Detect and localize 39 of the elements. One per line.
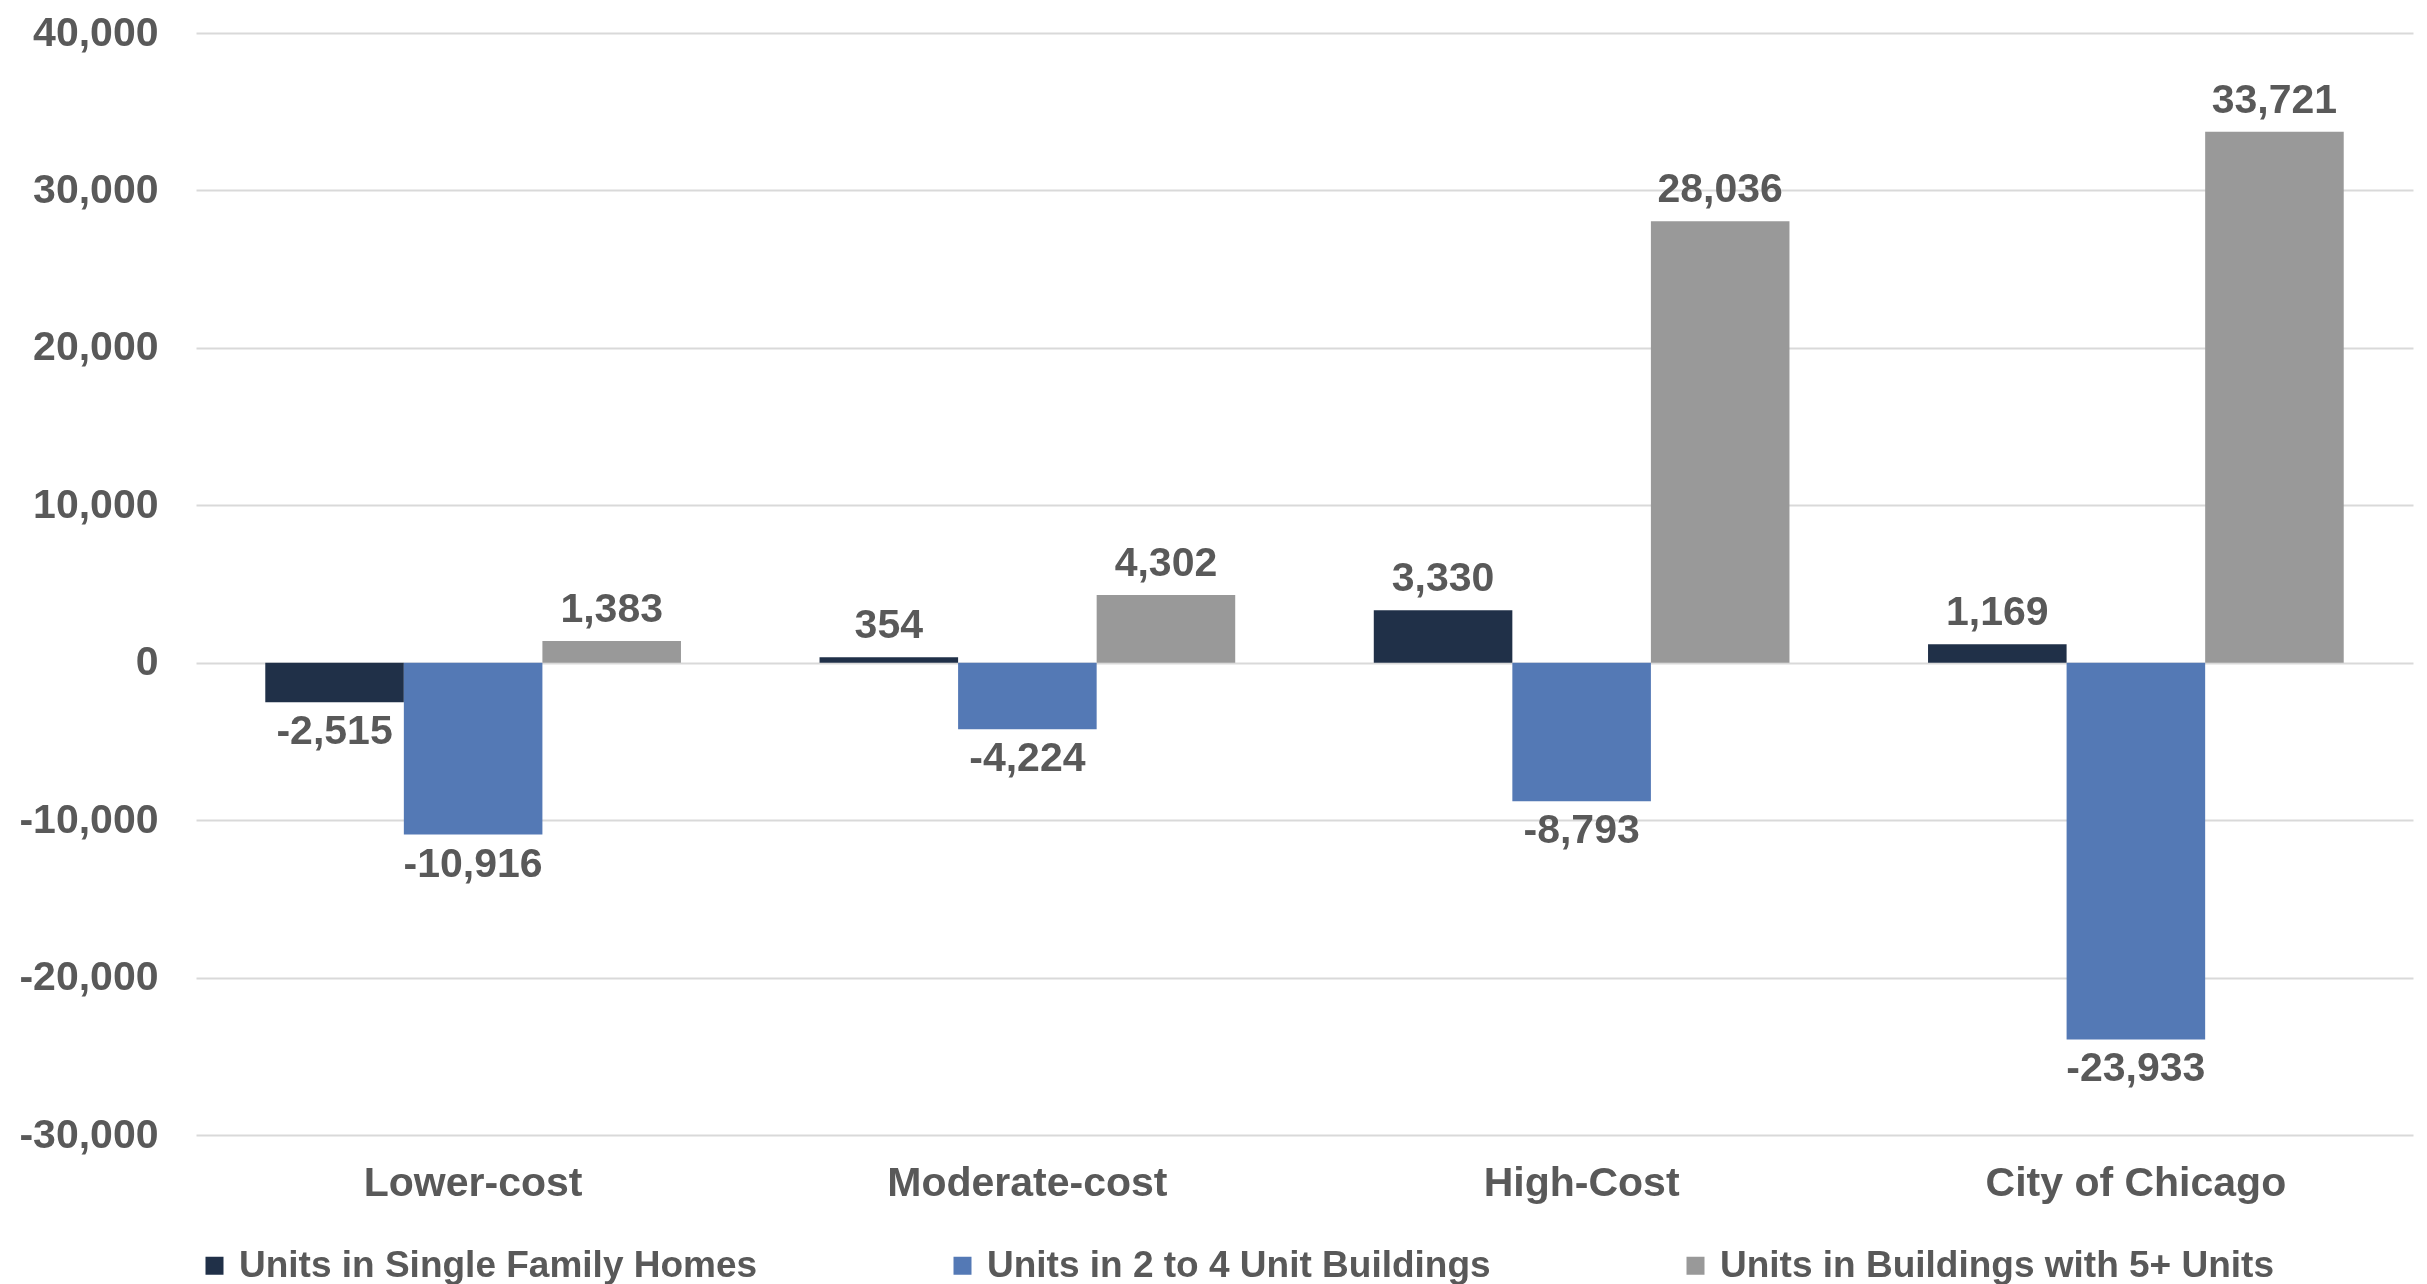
x-tick-label: City of Chicago: [1985, 1158, 2287, 1205]
bar: [265, 662, 404, 703]
bar: [819, 657, 959, 663]
data-label: -2,515: [276, 707, 393, 754]
legend-label: Units in Single Family Homes: [239, 1243, 758, 1284]
data-label: 354: [854, 601, 924, 648]
data-label: 33,721: [2211, 75, 2338, 122]
data-label: 4,302: [1114, 538, 1218, 585]
data-label: -10,916: [403, 839, 543, 886]
data-label: -4,224: [969, 734, 1086, 781]
data-label: 28,036: [1657, 165, 1783, 212]
y-tick-label: 20,000: [33, 323, 159, 370]
data-label: 3,330: [1391, 554, 1495, 601]
y-tick-label: -10,000: [19, 795, 159, 842]
bar: [1650, 221, 1790, 663]
legend-label: Units in 2 to 4 Unit Buildings: [987, 1243, 1491, 1284]
bar: [542, 640, 681, 663]
y-tick-label: 0: [135, 638, 159, 685]
y-tick-label: 10,000: [33, 480, 159, 527]
y-tick-label: 40,000: [33, 8, 159, 55]
bar: [2066, 662, 2206, 1040]
bar: [403, 662, 543, 835]
x-tick-label: Moderate-cost: [887, 1158, 1168, 1205]
y-tick-label: -20,000: [19, 953, 159, 1000]
data-label: 1,383: [560, 584, 663, 631]
y-tick-label: -30,000: [19, 1110, 159, 1157]
y-tick-label: 30,000: [33, 165, 159, 212]
data-label: 1,169: [1946, 588, 2049, 635]
bar: [1928, 644, 2067, 663]
bar: [1096, 594, 1236, 663]
x-tick-label: High-Cost: [1483, 1158, 1680, 1205]
bar: [958, 662, 1097, 730]
bar: [1512, 662, 1651, 802]
bar: [1373, 610, 1513, 663]
x-tick-label: Lower-cost: [363, 1158, 583, 1205]
data-label: -8,793: [1523, 806, 1640, 853]
bar: [2205, 131, 2344, 663]
legend-label: Units in Buildings with 5+ Units: [1720, 1243, 2274, 1284]
data-label: -23,933: [2066, 1044, 2206, 1091]
